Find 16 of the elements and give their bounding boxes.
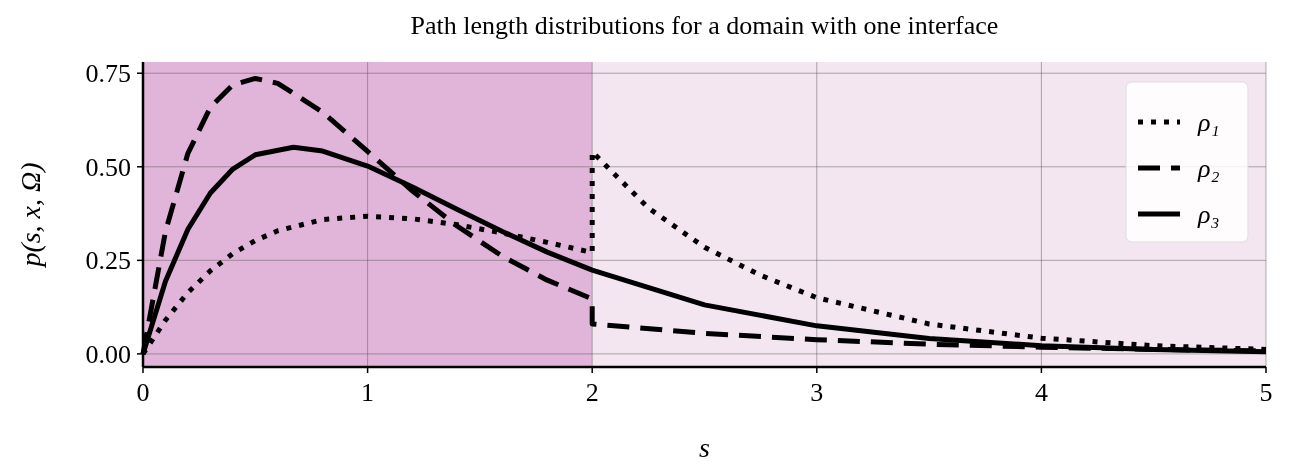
x-tick-label: 0 (136, 378, 150, 407)
legend-label: ρ₃ (1197, 200, 1220, 229)
legend-label: ρ₂ (1197, 154, 1220, 183)
legend-label: ρ₁ (1197, 108, 1220, 137)
x-tick-label: 2 (585, 378, 599, 407)
x-axis-title: s (699, 432, 711, 463)
y-tick-label: 0.50 (85, 152, 131, 182)
x-tick-label: 1 (361, 378, 375, 407)
chart-title: Path length distributions for a domain with one interface (410, 11, 999, 40)
y-axis-title: p(s, x, Ω) (15, 162, 46, 269)
y-tick-label: 0.25 (85, 246, 131, 276)
y-tick-label: 0.00 (85, 339, 131, 369)
x-tick-label: 4 (1034, 378, 1048, 407)
x-tick-label: 5 (1259, 378, 1273, 407)
y-tick-label: 0.75 (85, 59, 131, 89)
x-tick-label: 3 (810, 378, 824, 407)
